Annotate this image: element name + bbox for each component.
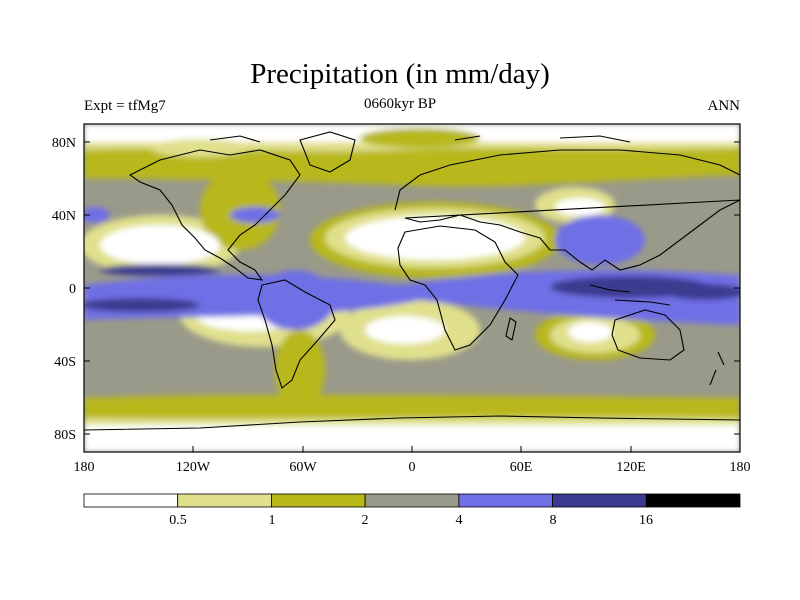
colorbar-box xyxy=(645,493,741,508)
colorbar-label: 16 xyxy=(639,513,653,528)
map-title: Precipitation (in mm/day) xyxy=(250,58,550,90)
lon-tick-label: 120E xyxy=(616,460,646,475)
experiment-label: Expt = tfMg7 xyxy=(84,98,166,114)
lat-tick-marks xyxy=(84,141,740,435)
lat-tick-label: 80S xyxy=(54,428,76,443)
colorbar xyxy=(83,493,741,508)
lon-tick-label: 180 xyxy=(730,460,751,475)
colorbar-box xyxy=(552,493,647,508)
colorbar-label: 4 xyxy=(456,513,463,528)
lon-tick-marks xyxy=(83,446,741,452)
time-label: 0660kyr BP xyxy=(363,96,437,112)
colorbar-box xyxy=(458,493,553,508)
colorbar-box xyxy=(364,493,460,508)
lat-tick-label: 0 xyxy=(69,282,76,297)
colorbar-labels: 0.5 1 2 4 8 16 xyxy=(169,513,653,528)
lon-tick-label: 60W xyxy=(289,460,317,475)
lat-tick-label: 40S xyxy=(54,355,76,370)
precipitation-field xyxy=(84,124,740,452)
colorbar-box xyxy=(83,493,179,508)
lon-tick-label: 0 xyxy=(409,460,416,475)
lon-tick-labels: 180 120W 60W 0 60E 120E 180 xyxy=(74,460,751,475)
season-label: ANN xyxy=(707,98,741,114)
lat-tick-label: 40N xyxy=(52,209,76,224)
lon-tick-label: 120W xyxy=(176,460,211,475)
colorbar-label: 1 xyxy=(269,513,276,528)
colorbar-label: 8 xyxy=(550,513,557,528)
lon-tick-label: 180 xyxy=(74,460,95,475)
lon-tick-label: 60E xyxy=(510,460,533,475)
lat-tick-labels: 80N 40N 0 40S 80S xyxy=(52,136,76,443)
colorbar-box xyxy=(271,493,366,508)
colorbar-label: 2 xyxy=(362,513,369,528)
colorbar-label: 0.5 xyxy=(169,513,187,528)
colorbar-box xyxy=(177,493,272,508)
coastlines xyxy=(84,131,740,431)
lat-tick-label: 80N xyxy=(52,136,76,151)
